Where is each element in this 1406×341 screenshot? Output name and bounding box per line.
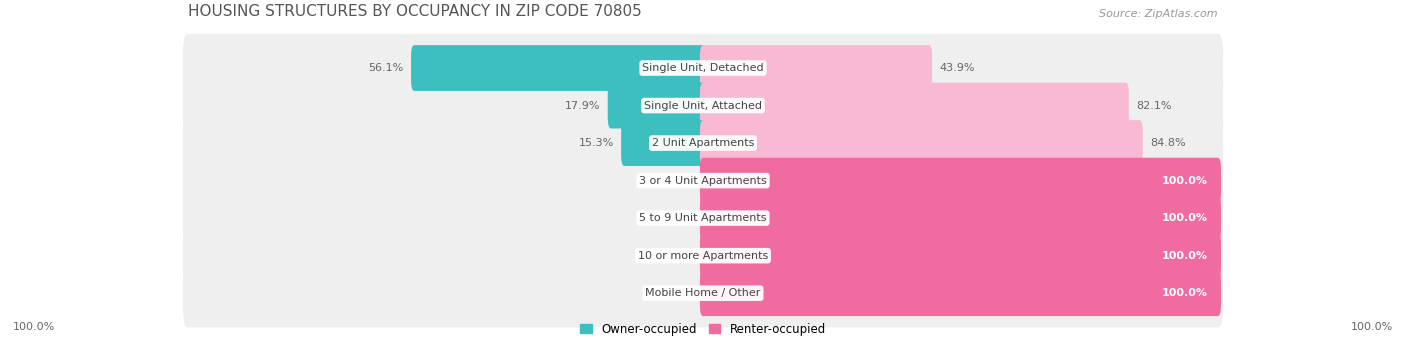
FancyBboxPatch shape	[183, 222, 1223, 290]
FancyBboxPatch shape	[700, 120, 1143, 166]
FancyBboxPatch shape	[700, 45, 932, 91]
Text: Mobile Home / Other: Mobile Home / Other	[645, 288, 761, 298]
Text: 100.0%: 100.0%	[1161, 213, 1208, 223]
Text: 3 or 4 Unit Apartments: 3 or 4 Unit Apartments	[640, 176, 766, 186]
FancyBboxPatch shape	[700, 158, 1220, 204]
Text: 2 Unit Apartments: 2 Unit Apartments	[652, 138, 754, 148]
FancyBboxPatch shape	[700, 83, 1129, 129]
Text: 84.8%: 84.8%	[1150, 138, 1185, 148]
Text: 0.0%: 0.0%	[665, 213, 693, 223]
Text: 43.9%: 43.9%	[939, 63, 974, 73]
Text: 56.1%: 56.1%	[368, 63, 404, 73]
FancyBboxPatch shape	[183, 109, 1223, 177]
Text: HOUSING STRUCTURES BY OCCUPANCY IN ZIP CODE 70805: HOUSING STRUCTURES BY OCCUPANCY IN ZIP C…	[188, 4, 643, 19]
Text: 100.0%: 100.0%	[13, 322, 55, 332]
Text: 100.0%: 100.0%	[1161, 251, 1208, 261]
Text: 100.0%: 100.0%	[1161, 288, 1208, 298]
FancyBboxPatch shape	[183, 184, 1223, 252]
Text: 0.0%: 0.0%	[665, 176, 693, 186]
Text: Single Unit, Attached: Single Unit, Attached	[644, 101, 762, 110]
FancyBboxPatch shape	[700, 233, 1220, 279]
FancyBboxPatch shape	[183, 34, 1223, 102]
FancyBboxPatch shape	[183, 259, 1223, 327]
Text: Single Unit, Detached: Single Unit, Detached	[643, 63, 763, 73]
Text: 82.1%: 82.1%	[1136, 101, 1171, 110]
FancyBboxPatch shape	[411, 45, 706, 91]
Legend: Owner-occupied, Renter-occupied: Owner-occupied, Renter-occupied	[579, 323, 827, 336]
Text: 0.0%: 0.0%	[665, 251, 693, 261]
Text: Source: ZipAtlas.com: Source: ZipAtlas.com	[1099, 9, 1218, 19]
FancyBboxPatch shape	[621, 120, 706, 166]
Text: 100.0%: 100.0%	[1161, 176, 1208, 186]
FancyBboxPatch shape	[700, 270, 1220, 316]
Text: 17.9%: 17.9%	[565, 101, 600, 110]
Text: 0.0%: 0.0%	[665, 288, 693, 298]
Text: 10 or more Apartments: 10 or more Apartments	[638, 251, 768, 261]
FancyBboxPatch shape	[183, 147, 1223, 215]
Text: 5 to 9 Unit Apartments: 5 to 9 Unit Apartments	[640, 213, 766, 223]
FancyBboxPatch shape	[607, 83, 706, 129]
FancyBboxPatch shape	[700, 195, 1220, 241]
Text: 100.0%: 100.0%	[1351, 322, 1393, 332]
Text: 15.3%: 15.3%	[579, 138, 614, 148]
FancyBboxPatch shape	[183, 71, 1223, 140]
